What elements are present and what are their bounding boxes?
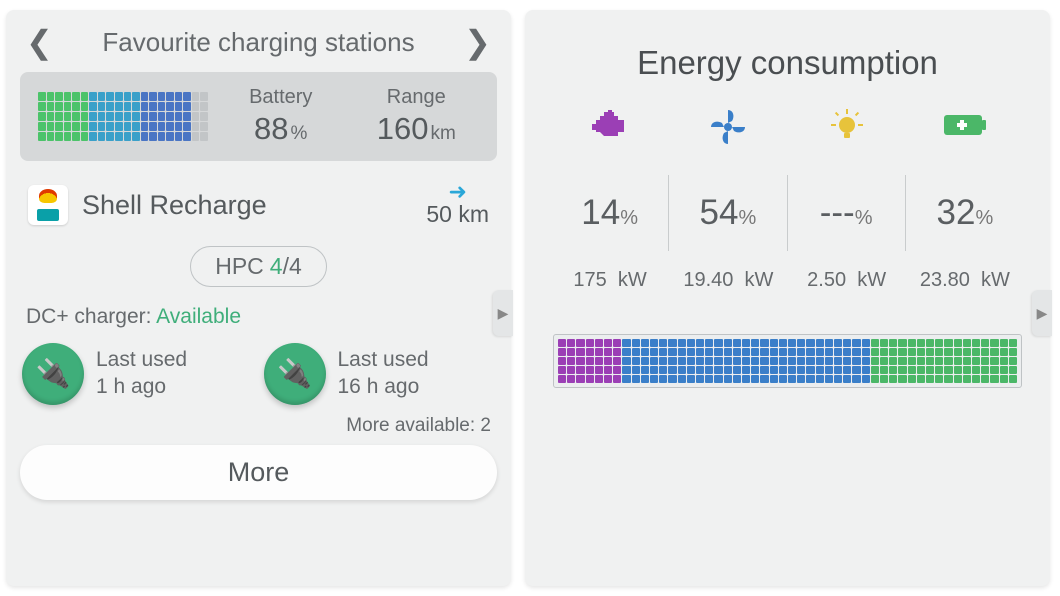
dc-available-label: Available [156, 305, 241, 328]
engine-percent: 14% [551, 175, 669, 251]
range-value: 160km [377, 111, 456, 147]
station-row[interactable]: Shell Recharge ➜ 50 km [20, 161, 497, 234]
more-available-label: More available: 2 [20, 409, 497, 445]
bulb-icon [788, 108, 906, 155]
charging-stations-panel: ❮ Favourite charging stations ❯ Battery … [6, 10, 511, 586]
energy-icons-row [539, 108, 1036, 165]
battery-percent: 32% [906, 175, 1024, 251]
energy-kw-row: 175 kW 19.40 kW 2.50 kW 23.80 kW [539, 261, 1036, 320]
fan-kw: 19.40 kW [669, 269, 787, 292]
battery-status-card: Battery 88% Range 160km [20, 72, 497, 161]
plug-item[interactable]: 🔌 Last used 16 h ago [264, 343, 496, 405]
chevron-right-icon[interactable]: ❯ [464, 26, 491, 58]
station-name: Shell Recharge [82, 190, 426, 221]
range-label: Range [387, 86, 446, 109]
hpc-status: HPC 4/4 [20, 234, 497, 301]
shell-logo-icon [28, 185, 68, 225]
battery-plus-icon [906, 108, 1024, 155]
plug-last-used: Last used 1 h ago [96, 347, 187, 400]
battery-grid-icon [38, 92, 208, 142]
plugs-row: 🔌 Last used 1 h ago 🔌 Last used 16 h ago [20, 339, 497, 409]
range-stat: Range 160km [354, 86, 480, 147]
station-distance: ➜ 50 km [426, 183, 489, 228]
bulb-percent: ---% [788, 175, 906, 251]
fan-icon [669, 108, 787, 155]
plug-item[interactable]: 🔌 Last used 1 h ago [22, 343, 254, 405]
battery-stat: Battery 88% [218, 86, 344, 147]
energy-bar [553, 334, 1022, 388]
engine-icon [551, 108, 669, 155]
battery-value: 88% [254, 111, 307, 147]
more-button[interactable]: More [20, 445, 497, 500]
plug-icon: 🔌 [22, 343, 84, 405]
fan-percent: 54% [669, 175, 787, 251]
plug-icon: 🔌 [264, 343, 326, 405]
direction-arrow-icon: ➜ [426, 183, 489, 201]
energy-consumption-panel: Energy consumption 14% 54% ---% 32% 175 … [525, 10, 1050, 586]
energy-title: Energy consumption [539, 26, 1036, 108]
battery-kw: 23.80 kW [906, 269, 1024, 292]
energy-percent-row: 14% 54% ---% 32% [539, 165, 1036, 261]
panel-header: ❮ Favourite charging stations ❯ [20, 26, 497, 72]
hpc-pill[interactable]: HPC 4/4 [190, 246, 327, 287]
battery-label: Battery [249, 86, 312, 109]
engine-kw: 175 kW [551, 269, 669, 292]
side-expand-icon[interactable]: ▶ [493, 290, 513, 336]
panel-title: Favourite charging stations [102, 27, 414, 58]
chevron-left-icon[interactable]: ❮ [26, 26, 53, 58]
bulb-kw: 2.50 kW [788, 269, 906, 292]
side-expand-icon[interactable]: ▶ [1032, 290, 1052, 336]
dc-charger-status: DC+ charger: Available [20, 301, 497, 339]
plug-last-used: Last used 16 h ago [338, 347, 429, 400]
